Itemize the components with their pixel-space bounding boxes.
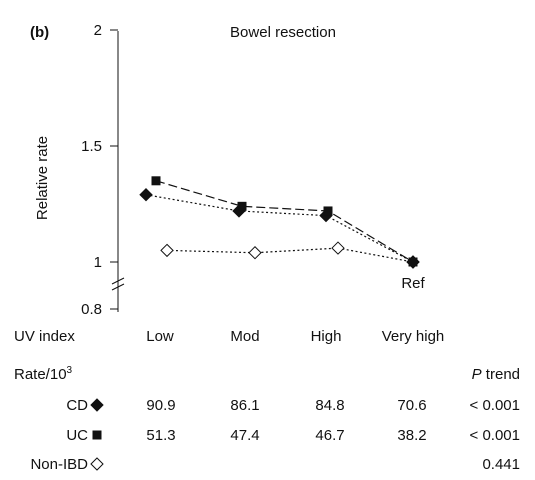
rate-label: Rate/103: [14, 365, 73, 383]
rate-value: 90.9: [146, 397, 175, 414]
y-ticks: 2 1.5 1 0.8: [81, 22, 118, 318]
row-marker-cd: [90, 398, 104, 412]
p-trend-p: P: [472, 366, 482, 383]
series-lines: [145, 180, 414, 263]
panel-label: (b): [30, 24, 49, 41]
series-markers: [139, 176, 420, 269]
p-trend-value: < 0.001: [470, 397, 520, 414]
chart-title: Bowel resection: [230, 24, 336, 41]
series-line-non-ibd: [166, 247, 414, 263]
p-trend-header: P trend: [472, 366, 520, 383]
rate-value: 84.8: [315, 397, 344, 414]
x-category-label: High: [311, 328, 342, 345]
reference-label: Ref: [401, 275, 425, 292]
row-marker-uc: [92, 430, 102, 440]
row-label-non-ibd: Non-IBD: [30, 456, 88, 473]
y-axis-break: [111, 283, 125, 291]
series-line-cd: [145, 194, 414, 263]
rate-value: 46.7: [315, 427, 344, 444]
series-line-uc: [155, 180, 414, 263]
y-axis-label: Relative rate: [34, 136, 51, 220]
data-point-uc: [323, 206, 333, 216]
rate-table: CD 90.9 86.1 84.8 70.6 < 0.001 UC 51.3 47.4 46.7 3…: [30, 397, 520, 473]
y-tick-label: 0.8: [81, 301, 102, 318]
p-trend-word: trend: [482, 366, 520, 383]
data-point-uc: [408, 257, 418, 267]
rate-label-superscript: 3: [67, 365, 73, 376]
y-tick-label: 2: [94, 22, 102, 39]
rate-value: 86.1: [230, 397, 259, 414]
rate-value: 38.2: [397, 427, 426, 444]
x-category-label: Low: [146, 328, 174, 345]
data-point-non-ibd: [331, 241, 345, 255]
data-point-non-ibd: [160, 243, 174, 258]
x-category-labels: Low Mod High Very high: [146, 328, 444, 345]
row-label-cd: CD: [66, 397, 88, 414]
y-tick-label: 1: [94, 254, 102, 271]
data-point-non-ibd: [248, 246, 262, 260]
y-axis-break: [111, 277, 125, 285]
data-point-cd: [139, 188, 153, 202]
rate-value: 51.3: [146, 427, 175, 444]
p-trend-value: 0.441: [482, 456, 520, 473]
x-category-label: Very high: [382, 328, 445, 345]
row-marker-non-ibd: [90, 457, 104, 471]
rate-label-main: Rate/10: [14, 366, 67, 383]
data-point-uc: [151, 176, 161, 186]
x-axis-label: UV index: [14, 328, 75, 345]
rate-value: 70.6: [397, 397, 426, 414]
p-trend-value: < 0.001: [470, 427, 520, 444]
row-label-uc: UC: [66, 427, 88, 444]
rate-value: 47.4: [230, 427, 259, 444]
x-category-label: Mod: [230, 328, 259, 345]
data-point-uc: [237, 201, 247, 211]
y-tick-label: 1.5: [81, 138, 102, 155]
